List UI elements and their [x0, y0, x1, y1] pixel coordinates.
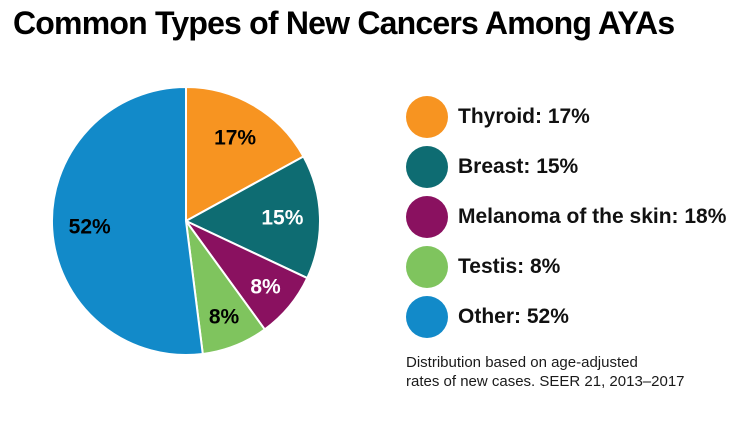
- pie-slice-label-melanoma-of-the-skin: 8%: [250, 275, 281, 298]
- legend-item-other: Other: 52%: [406, 296, 726, 338]
- legend-item-testis: Testis: 8%: [406, 246, 726, 288]
- footnote-line-2: rates of new cases. SEER 21, 2013–2017: [406, 373, 685, 390]
- legend-item-thyroid: Thyroid: 17%: [406, 96, 726, 138]
- legend-swatch-other: [406, 296, 448, 338]
- pie-slice-label-breast: 15%: [261, 207, 303, 230]
- legend-swatch-testis: [406, 246, 448, 288]
- pie-slice-label-thyroid: 17%: [214, 127, 256, 150]
- legend-label: Other: 52%: [458, 305, 569, 328]
- legend-item-melanoma-of-the-skin: Melanoma of the skin: 18%: [406, 196, 726, 238]
- legend-label: Melanoma of the skin: 18%: [458, 205, 727, 228]
- legend-swatch-thyroid: [406, 96, 448, 138]
- chart-title: Common Types of New Cancers Among AYAs: [13, 5, 675, 41]
- pie-slice-breast: [185, 155, 321, 280]
- legend-swatch-breast: [406, 146, 448, 188]
- legend-swatch-melanoma-of-the-skin: [406, 196, 448, 238]
- pie-slice-label-other: 52%: [69, 216, 111, 239]
- footnote-line-1: Distribution based on age-adjusted: [406, 354, 638, 371]
- legend-label: Thyroid: 17%: [458, 105, 590, 128]
- legend: Thyroid: 17% Breast: 15% Melanoma of the s…: [406, 96, 726, 346]
- pie-chart: 17% 15% 8% 8% 52%: [50, 85, 322, 357]
- footnote: Distribution based on age-adjusted rates…: [406, 353, 685, 391]
- pie-slice-label-testis: 8%: [209, 305, 240, 328]
- legend-label: Breast: 15%: [458, 155, 579, 178]
- pie-slice-thyroid: [185, 86, 305, 222]
- legend-item-breast: Breast: 15%: [406, 146, 726, 188]
- legend-label: Testis: 8%: [458, 255, 561, 278]
- pie-slice-other: [50, 86, 204, 356]
